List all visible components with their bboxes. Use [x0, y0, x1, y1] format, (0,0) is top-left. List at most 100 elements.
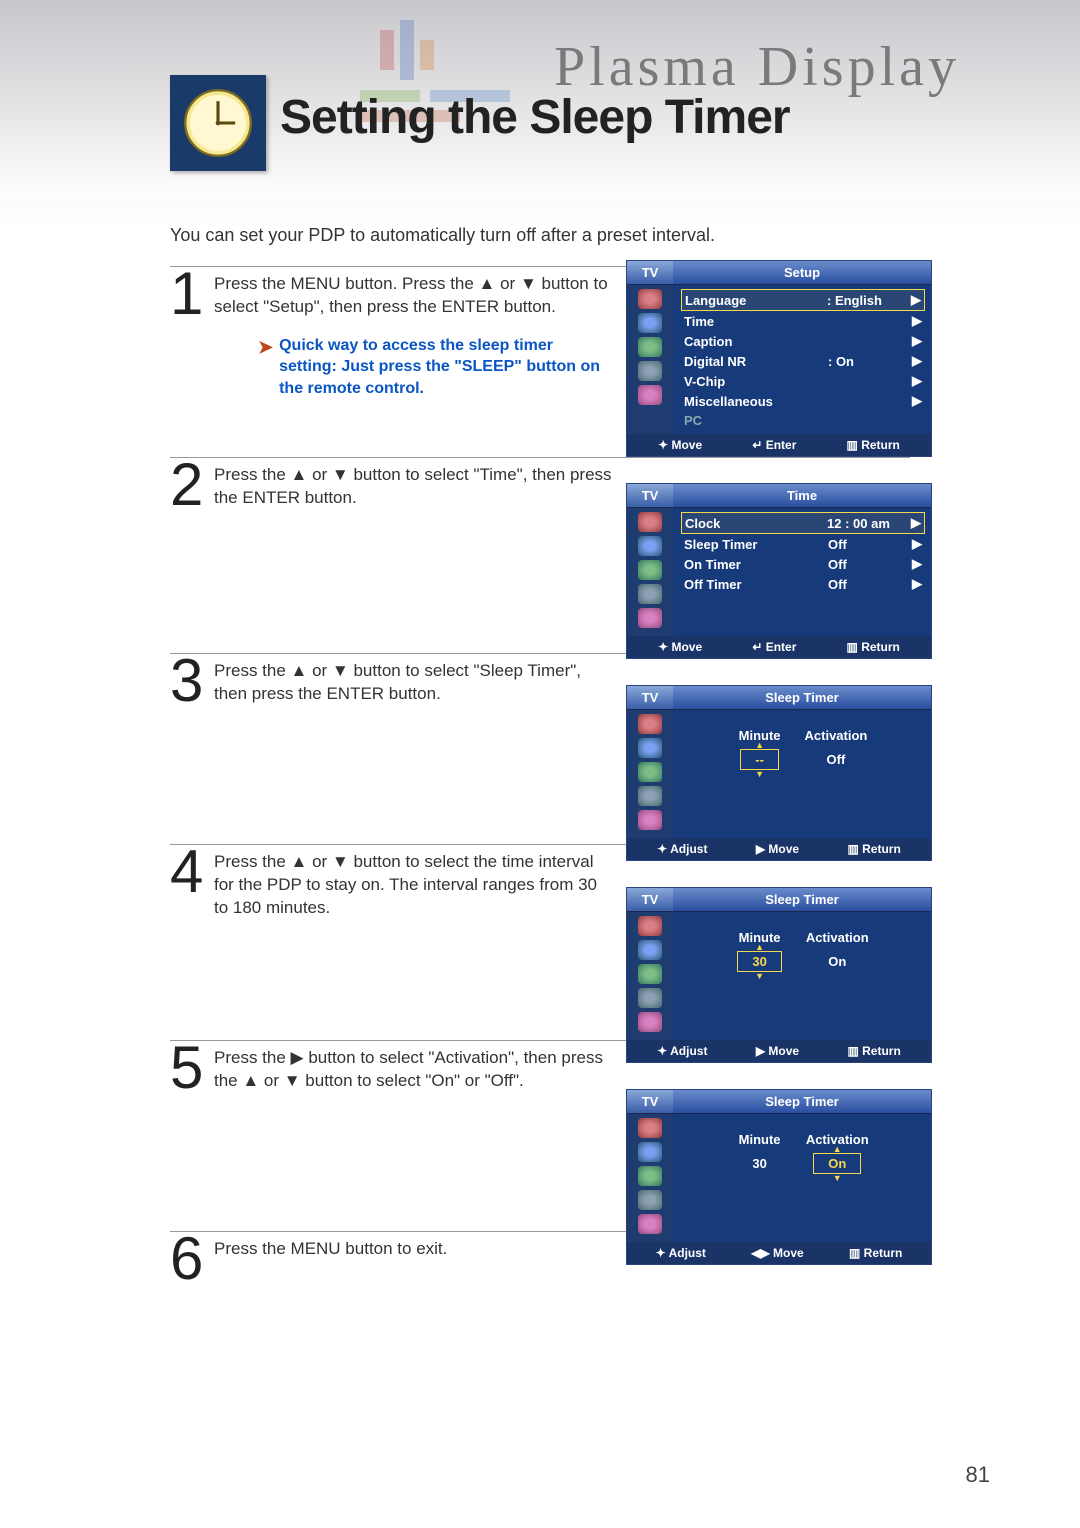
sidebar-icon — [638, 738, 662, 758]
tv-menu: TV Sleep Timer Minute 30 Activation ▲On▼ — [626, 1089, 932, 1265]
footer-item: ↵ Enter — [752, 640, 796, 654]
menu-row[interactable]: V-Chip ▶ — [681, 371, 925, 391]
menu-title: Sleep Timer — [673, 686, 931, 710]
menu-row[interactable]: PC — [681, 411, 925, 430]
menu-row[interactable]: Caption ▶ — [681, 331, 925, 351]
footer-item: ▥ Return — [847, 438, 900, 452]
step-number: 6 — [170, 1232, 214, 1286]
menu-title: Sleep Timer — [673, 1090, 931, 1114]
menu-label: Time — [684, 314, 828, 329]
footer-item: ▥ Return — [847, 842, 900, 856]
sidebar-icon — [638, 560, 662, 580]
sidebar-icon — [638, 714, 662, 734]
step-number: 1 — [170, 267, 214, 321]
menu-row[interactable]: On Timer Off ▶ — [681, 554, 925, 574]
footer-item: ✦ Move — [658, 438, 702, 452]
step-text: Press the ▲ or ▼ button to select "Time"… — [214, 460, 614, 510]
tv-menu-column: TV Setup Language : English ▶ Time ▶ Cap… — [626, 260, 936, 1291]
sidebar-icon — [638, 1142, 662, 1162]
minute-header: Minute — [737, 1132, 781, 1147]
sidebar-icon — [638, 964, 662, 984]
sidebar-icon — [638, 536, 662, 556]
footer-item: ✦ Adjust — [656, 1246, 706, 1260]
tv-sidebar — [627, 912, 673, 1040]
tv-titlebar: TV Sleep Timer — [627, 888, 931, 912]
menu-row[interactable]: Time ▶ — [681, 311, 925, 331]
step-text: Press the ▶ button to select "Activation… — [214, 1043, 614, 1093]
tv-sidebar — [627, 285, 673, 434]
tv-sidebar — [627, 508, 673, 636]
menu-row[interactable]: Off Timer Off ▶ — [681, 574, 925, 594]
menu-value: : English — [827, 293, 907, 308]
step-text: Press the ▲ or ▼ button to select "Sleep… — [214, 656, 614, 706]
tv-titlebar: TV Sleep Timer — [627, 686, 931, 710]
menu-label: Off Timer — [684, 577, 828, 592]
page-title: Setting the Sleep Timer — [280, 90, 790, 145]
hint-content: Quick way to access the sleep timer sett… — [279, 335, 614, 400]
arrow-icon: ▶ — [908, 393, 922, 409]
tv-label: TV — [627, 686, 673, 710]
arrow-icon: ▶ — [908, 536, 922, 552]
step-text: Press the MENU button to exit. — [214, 1234, 614, 1261]
activation-box[interactable]: Off — [812, 749, 861, 770]
tv-label: TV — [627, 261, 673, 285]
tv-label: TV — [627, 888, 673, 912]
sidebar-icon — [638, 1118, 662, 1138]
tv-sidebar — [627, 1114, 673, 1242]
menu-label: Clock — [685, 516, 827, 531]
intro-text: You can set your PDP to automatically tu… — [170, 225, 715, 246]
tv-titlebar: TV Sleep Timer — [627, 1090, 931, 1114]
footer-item: ▶ Move — [756, 1044, 799, 1058]
menu-value: 12 : 00 am — [827, 516, 907, 531]
sidebar-icon — [638, 940, 662, 960]
clock-icon — [170, 75, 266, 171]
menu-row[interactable]: Miscellaneous ▶ — [681, 391, 925, 411]
menu-row[interactable]: Clock 12 : 00 am ▶ — [681, 512, 925, 534]
sidebar-icon — [638, 608, 662, 628]
tv-titlebar: TV Time — [627, 484, 931, 508]
sidebar-icon — [638, 1214, 662, 1234]
step-text-content: Press the MENU button. Press the ▲ or ▼ … — [214, 274, 608, 316]
minute-column: Minute 30 — [737, 1132, 781, 1174]
menu-label: On Timer — [684, 557, 828, 572]
minute-column: Minute ▲30▼ — [737, 930, 781, 972]
tv-footer: ✦ Adjust▶ Move▥ Return — [627, 838, 931, 860]
step-number: 4 — [170, 845, 214, 899]
minute-box[interactable]: 30 — [737, 1153, 781, 1174]
menu-row[interactable]: Language : English ▶ — [681, 289, 925, 311]
sidebar-icon — [638, 584, 662, 604]
footer-item: ✦ Adjust — [657, 1044, 707, 1058]
arrow-icon: ▶ — [908, 313, 922, 329]
menu-row[interactable]: Sleep Timer Off ▶ — [681, 534, 925, 554]
menu-area: Minute ▲--▼ Activation Off — [673, 710, 931, 838]
activation-box[interactable]: On — [813, 951, 861, 972]
minute-box[interactable]: ▲30▼ — [737, 951, 781, 972]
arrow-icon: ▶ — [908, 373, 922, 389]
arrow-icon: ▶ — [907, 292, 921, 308]
minute-column: Minute ▲--▼ — [739, 728, 781, 770]
footer-item: ▥ Return — [847, 1044, 900, 1058]
footer-item: ▥ Return — [847, 640, 900, 654]
footer-item: ↵ Enter — [752, 438, 796, 452]
menu-value: Off — [828, 557, 908, 572]
tv-menu: TV Sleep Timer Minute ▲30▼ Activation On — [626, 887, 932, 1063]
menu-row[interactable]: Digital NR : On ▶ — [681, 351, 925, 371]
tv-footer: ✦ Adjust◀▶ Move▥ Return — [627, 1242, 931, 1264]
arrow-icon: ▶ — [908, 556, 922, 572]
minute-box[interactable]: ▲--▼ — [740, 749, 779, 770]
hint-text: ➤ Quick way to access the sleep timer se… — [258, 335, 614, 400]
menu-label: V-Chip — [684, 374, 828, 389]
menu-value: Off — [828, 577, 908, 592]
arrow-icon: ▶ — [908, 333, 922, 349]
sidebar-icon — [638, 810, 662, 830]
tv-titlebar: TV Setup — [627, 261, 931, 285]
activation-box[interactable]: ▲On▼ — [813, 1153, 861, 1174]
tv-footer: ✦ Move↵ Enter▥ Return — [627, 636, 931, 658]
footer-item: ✦ Adjust — [657, 842, 707, 856]
menu-title: Setup — [673, 261, 931, 285]
hint-arrow-icon: ➤ — [258, 335, 273, 359]
sidebar-icon — [638, 337, 662, 357]
activation-column: Activation ▲On▼ — [806, 1132, 869, 1174]
activation-header: Activation — [805, 728, 868, 743]
sidebar-icon — [638, 385, 662, 405]
